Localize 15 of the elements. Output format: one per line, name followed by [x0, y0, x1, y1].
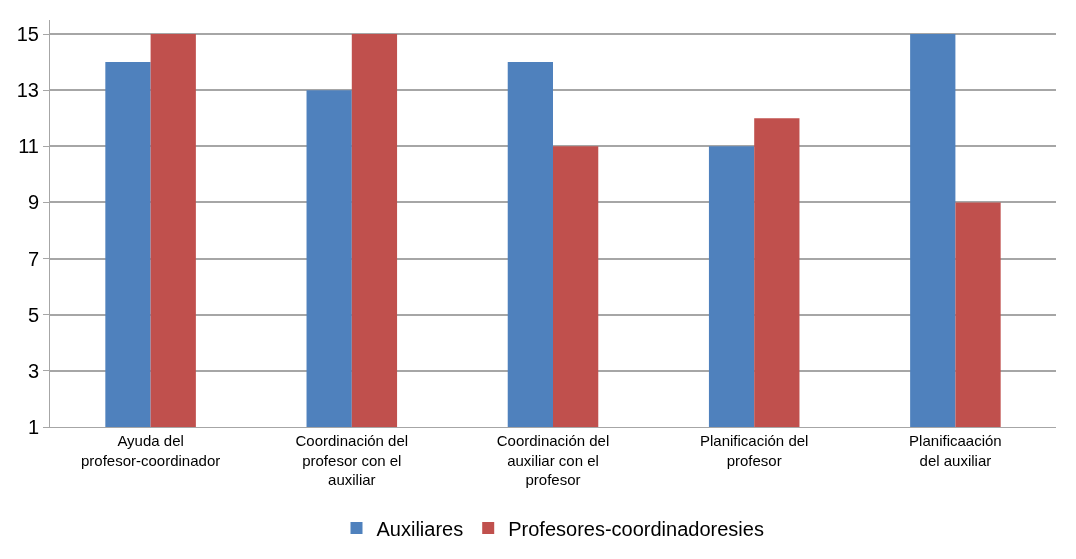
y-tick-label: 11	[18, 135, 39, 158]
y-tick-label: 15	[16, 23, 39, 46]
y-tick-label: 5	[27, 303, 39, 326]
x-tick-label: Planificaación del auxiliar	[909, 432, 1002, 469]
x-tick-label: Coordinación del profesor con el auxiliar	[295, 432, 409, 488]
x-tick-label: Coordinación del auxiliar con el profesor	[496, 432, 610, 488]
y-tick-label: 13	[16, 79, 39, 102]
legend-label: Profesores-coordinadoresies	[508, 517, 764, 540]
y-tick-label: 1	[27, 416, 39, 438]
y-tick-label: 7	[27, 247, 39, 270]
y-tick-label: 3	[27, 359, 39, 382]
x-tick-label: Ayuda del profesor-coordinador	[80, 432, 221, 469]
x-tick-label: Planificación del profesor	[700, 432, 809, 469]
y-tick-label: 9	[27, 191, 39, 214]
legend-label: Auxiliares	[376, 517, 464, 540]
